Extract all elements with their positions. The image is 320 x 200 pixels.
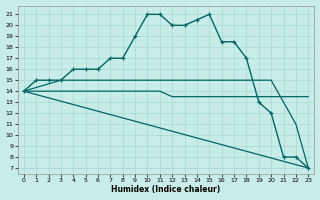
X-axis label: Humidex (Indice chaleur): Humidex (Indice chaleur) (111, 185, 221, 194)
